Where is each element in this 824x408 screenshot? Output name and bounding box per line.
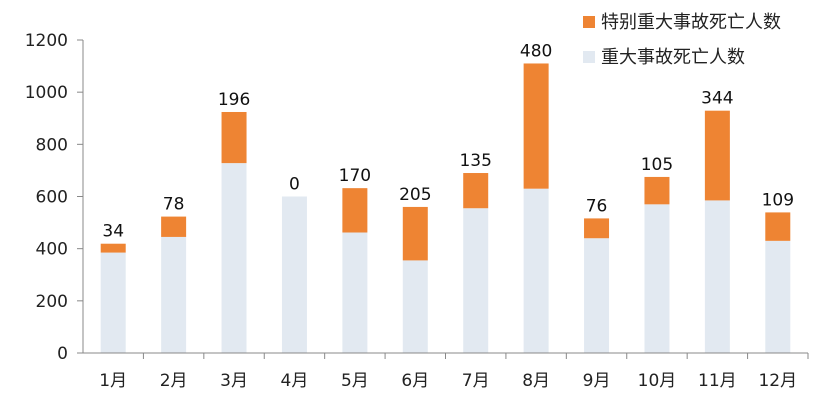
data-label-3: 196 bbox=[218, 90, 250, 110]
axes-layer: 1月 2月 3月 4月 5月 6月 7月 8月 9月 10月 11月 12月 0 200 400 600 800… bbox=[25, 31, 809, 391]
x-tick-label-11: 11月 bbox=[698, 371, 737, 391]
data-label-8: 480 bbox=[520, 41, 552, 61]
y-tick-label-5: 1000 bbox=[25, 83, 68, 103]
bar-segment-special-2 bbox=[161, 216, 187, 237]
legend-label-2: 重大事故死亡人数 bbox=[601, 47, 745, 68]
bar-segment-major-6 bbox=[402, 260, 428, 353]
x-tick-label-3: 3月 bbox=[220, 371, 248, 391]
x-tick-label-7: 7月 bbox=[462, 371, 490, 391]
x-tick-label-1: 1月 bbox=[99, 371, 127, 391]
bar-segment-special-9 bbox=[584, 218, 610, 239]
bar-segment-major-3 bbox=[221, 163, 247, 353]
data-labels-layer: 34 78 196 0 170 205 135 480 76 105 344 109 bbox=[102, 41, 794, 241]
x-tick-label-2: 2月 bbox=[160, 371, 188, 391]
bar-segment-major-10 bbox=[644, 204, 670, 353]
data-label-10: 105 bbox=[641, 155, 673, 175]
x-tick-label-5: 5月 bbox=[341, 371, 369, 391]
x-tick-label-12: 12月 bbox=[758, 371, 797, 391]
bar-segment-special-6 bbox=[402, 206, 428, 261]
data-label-9: 76 bbox=[586, 196, 608, 216]
data-label-11: 344 bbox=[701, 89, 733, 109]
x-tick-label-6: 6月 bbox=[401, 371, 429, 391]
data-label-5: 170 bbox=[339, 166, 371, 186]
x-tick-label-8: 8月 bbox=[522, 371, 550, 391]
bar-segment-major-9 bbox=[584, 238, 610, 353]
legend-label-1: 特别重大事故死亡人数 bbox=[601, 12, 781, 33]
bar-segment-special-5 bbox=[342, 188, 368, 233]
y-tick-label-2: 400 bbox=[36, 240, 68, 260]
data-label-7: 135 bbox=[459, 151, 491, 171]
data-label-6: 205 bbox=[399, 185, 431, 205]
bar-segment-special-1 bbox=[100, 243, 126, 253]
bar-segment-special-12 bbox=[765, 212, 791, 241]
bar-segment-special-3 bbox=[221, 111, 247, 164]
data-label-4: 0 bbox=[289, 175, 300, 195]
y-tick-label-4: 800 bbox=[36, 135, 68, 155]
y-tick-label-3: 600 bbox=[36, 188, 68, 208]
bars-layer bbox=[100, 63, 791, 353]
x-tick-label-4: 4月 bbox=[281, 371, 309, 391]
bar-segment-major-5 bbox=[342, 232, 368, 353]
data-label-1: 34 bbox=[102, 222, 124, 242]
y-tick-label-0: 0 bbox=[57, 344, 68, 364]
bar-segment-major-11 bbox=[704, 200, 730, 353]
bar-segment-major-4 bbox=[281, 196, 307, 353]
legend-swatch-2 bbox=[583, 51, 595, 63]
data-label-12: 109 bbox=[762, 190, 794, 210]
bar-segment-major-8 bbox=[523, 188, 549, 353]
x-tick-label-10: 10月 bbox=[638, 371, 677, 391]
data-label-2: 78 bbox=[163, 195, 185, 215]
bar-segment-special-11 bbox=[704, 110, 730, 201]
y-tick-label-6: 1200 bbox=[25, 31, 68, 51]
legend-swatch-1 bbox=[583, 16, 595, 28]
bar-segment-major-2 bbox=[161, 236, 187, 353]
x-tick-label-9: 9月 bbox=[583, 371, 611, 391]
y-tick-label-1: 200 bbox=[36, 292, 68, 312]
bar-segment-major-7 bbox=[463, 208, 489, 353]
bar-segment-major-12 bbox=[765, 240, 791, 353]
bar-segment-special-8 bbox=[523, 63, 549, 189]
bar-segment-major-1 bbox=[100, 252, 126, 353]
bar-segment-special-7 bbox=[463, 173, 489, 209]
bar-segment-special-10 bbox=[644, 176, 670, 205]
